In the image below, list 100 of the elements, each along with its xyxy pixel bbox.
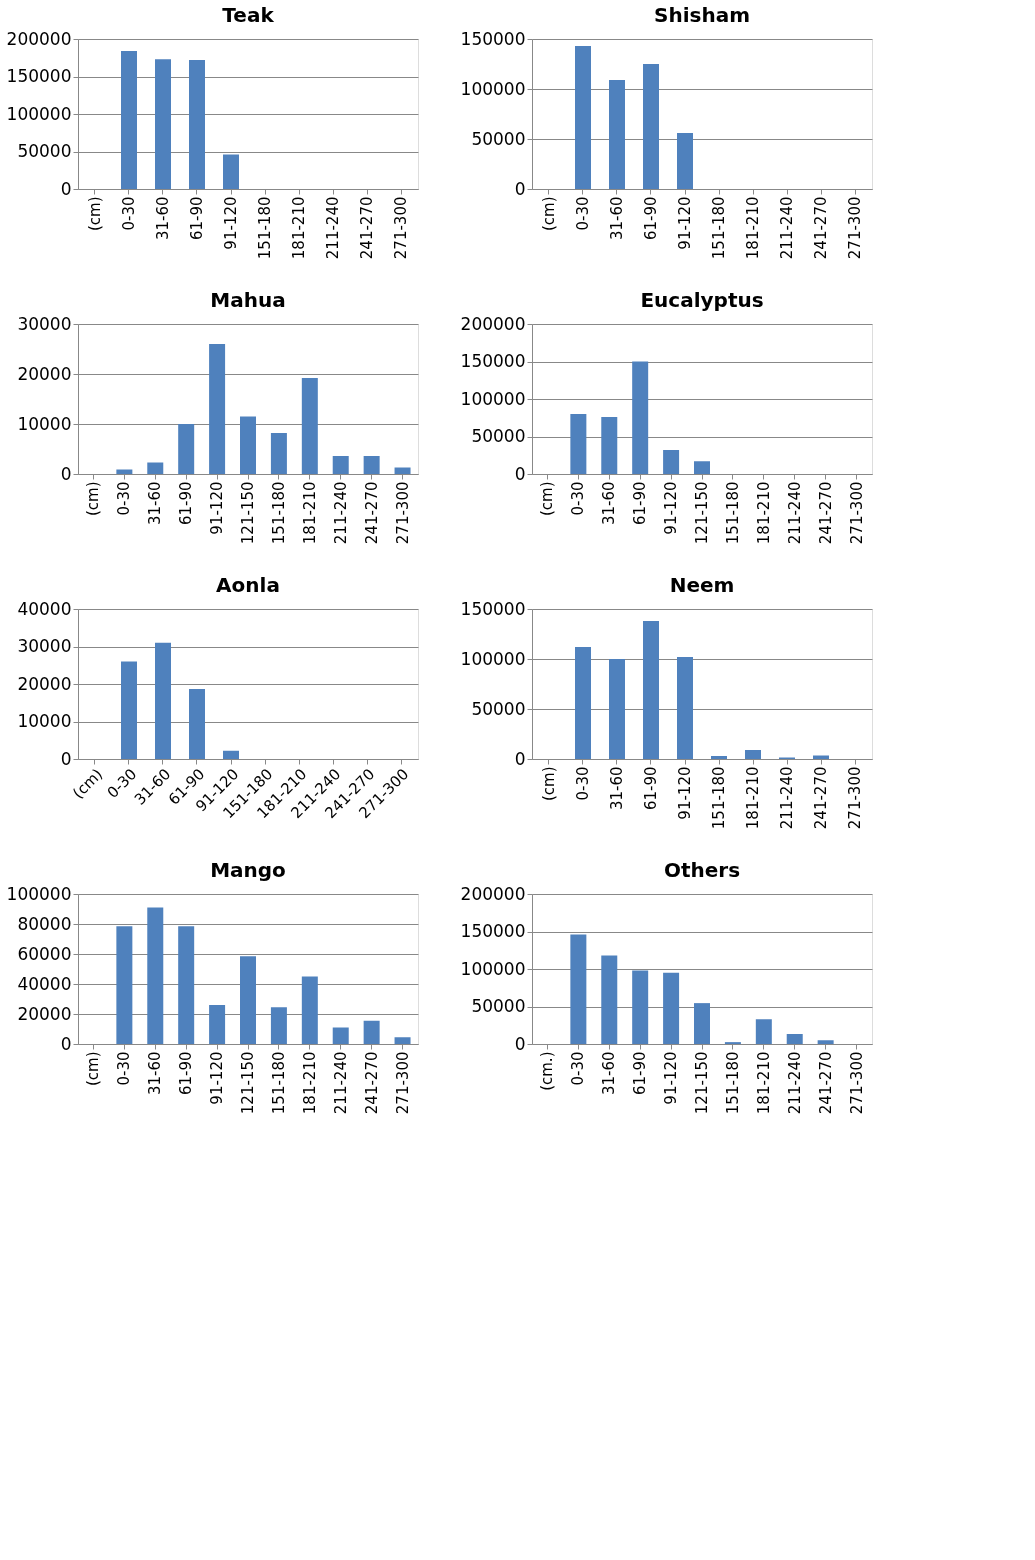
bar — [301, 378, 318, 474]
bar — [155, 642, 171, 759]
x-tick-label: 91-120 — [208, 1051, 227, 1105]
y-tick-label: 100000 — [6, 883, 72, 904]
bar — [147, 907, 164, 1044]
y-tick-label: 20000 — [17, 1003, 72, 1024]
bar — [663, 450, 680, 474]
x-tick-label: 151-180 — [269, 481, 288, 545]
bar — [121, 661, 137, 759]
x-tick-label: 181-210 — [290, 196, 308, 260]
y-tick-label: 0 — [60, 463, 72, 484]
x-tick-label: 61-90 — [188, 196, 206, 241]
chart-title: Mango — [210, 858, 286, 882]
x-tick-label: (cm) — [86, 196, 104, 232]
x-tick-label: 211-240 — [778, 766, 796, 830]
y-tick-label: 150000 — [460, 921, 526, 941]
x-tick-label: 241-270 — [812, 196, 830, 260]
bar — [189, 688, 205, 759]
bar — [711, 756, 727, 759]
x-tick-label: 151-180 — [723, 1051, 742, 1115]
x-tick-label: 121-150 — [693, 1051, 711, 1115]
bar — [332, 1027, 349, 1044]
y-tick-label: 30000 — [17, 636, 72, 656]
chart-title: Teak — [222, 3, 275, 27]
y-tick-label: 100000 — [460, 958, 526, 979]
bar — [643, 64, 659, 189]
bar — [632, 970, 649, 1044]
x-tick-label: 151-180 — [710, 196, 728, 260]
x-tick-label: 181-210 — [300, 1051, 319, 1115]
y-tick-label: 20000 — [17, 673, 72, 694]
y-tick-label: 0 — [514, 463, 526, 484]
x-tick-label: 151-180 — [256, 196, 274, 260]
bar — [643, 621, 659, 759]
bar — [240, 416, 256, 474]
y-tick-label: 0 — [60, 178, 72, 199]
x-tick-label: 271-300 — [847, 1051, 866, 1115]
x-tick-label: 91-120 — [208, 481, 227, 535]
x-tick-label: 121-150 — [239, 481, 257, 545]
x-tick-label: 31-60 — [608, 766, 626, 811]
bar — [601, 417, 618, 474]
bar — [363, 456, 380, 474]
x-tick-label: (cm) — [540, 196, 558, 232]
bar — [575, 46, 591, 189]
bar — [755, 1019, 772, 1044]
y-tick-label: 40000 — [17, 598, 72, 619]
bar — [178, 926, 195, 1044]
bar — [663, 972, 680, 1044]
x-tick-label: 151-180 — [723, 481, 742, 545]
x-tick-label: 61-90 — [631, 1051, 650, 1096]
x-tick-label: 0-30 — [574, 766, 592, 801]
bar — [694, 1003, 710, 1044]
x-tick-label: 151-180 — [269, 1051, 288, 1115]
bar — [363, 1020, 380, 1044]
y-tick-label: 150000 — [460, 351, 526, 371]
x-tick-label: 0-30 — [569, 1051, 588, 1086]
bar — [223, 154, 239, 189]
x-tick-label: 241-270 — [816, 1051, 835, 1115]
bar — [270, 433, 287, 474]
bar — [332, 456, 349, 474]
y-tick-label: 0 — [60, 748, 72, 769]
x-tick-label: 121-150 — [239, 1051, 257, 1115]
x-tick-label: 91-120 — [662, 1051, 681, 1105]
x-tick-label: 61-90 — [177, 1051, 196, 1096]
bar — [609, 659, 625, 759]
x-tick-label: 31-60 — [146, 1051, 165, 1096]
x-tick-label: 91-120 — [662, 481, 681, 535]
x-tick-label: 241-270 — [362, 481, 381, 545]
y-tick-label: 20000 — [17, 363, 72, 384]
y-tick-label: 200000 — [460, 883, 526, 904]
bar — [147, 462, 164, 474]
bar — [121, 51, 137, 189]
y-tick-label: 100000 — [460, 78, 526, 99]
x-tick-label: 271-300 — [846, 196, 864, 260]
bar — [677, 133, 693, 189]
bar — [601, 955, 618, 1044]
x-tick-label: (cm) — [538, 481, 557, 517]
x-tick-label: (cm) — [84, 481, 103, 517]
bar — [817, 1040, 834, 1044]
y-tick-label: 100000 — [6, 103, 72, 124]
x-tick-label: 61-90 — [642, 766, 660, 811]
y-tick-label: 50000 — [17, 141, 72, 161]
x-tick-label: 271-300 — [393, 481, 412, 545]
x-tick-label: 0-30 — [115, 481, 134, 516]
bar — [270, 1007, 287, 1044]
y-tick-label: 100000 — [460, 388, 526, 409]
x-tick-label: 211-240 — [785, 481, 804, 545]
bar — [301, 976, 318, 1044]
bar — [394, 1037, 411, 1044]
y-tick-label: 10000 — [17, 711, 72, 731]
x-tick-label: 211-240 — [324, 196, 342, 260]
x-tick-label: 0-30 — [569, 481, 588, 516]
y-tick-label: 200000 — [6, 28, 72, 49]
x-tick-label: 181-210 — [754, 1051, 773, 1115]
x-tick-label: 31-60 — [146, 481, 165, 526]
y-tick-label: 30000 — [17, 313, 72, 334]
bar — [178, 424, 195, 474]
x-tick-label: 0-30 — [115, 1051, 134, 1086]
bar — [116, 926, 133, 1044]
x-tick-label: 0-30 — [120, 196, 138, 231]
bar — [189, 60, 205, 189]
